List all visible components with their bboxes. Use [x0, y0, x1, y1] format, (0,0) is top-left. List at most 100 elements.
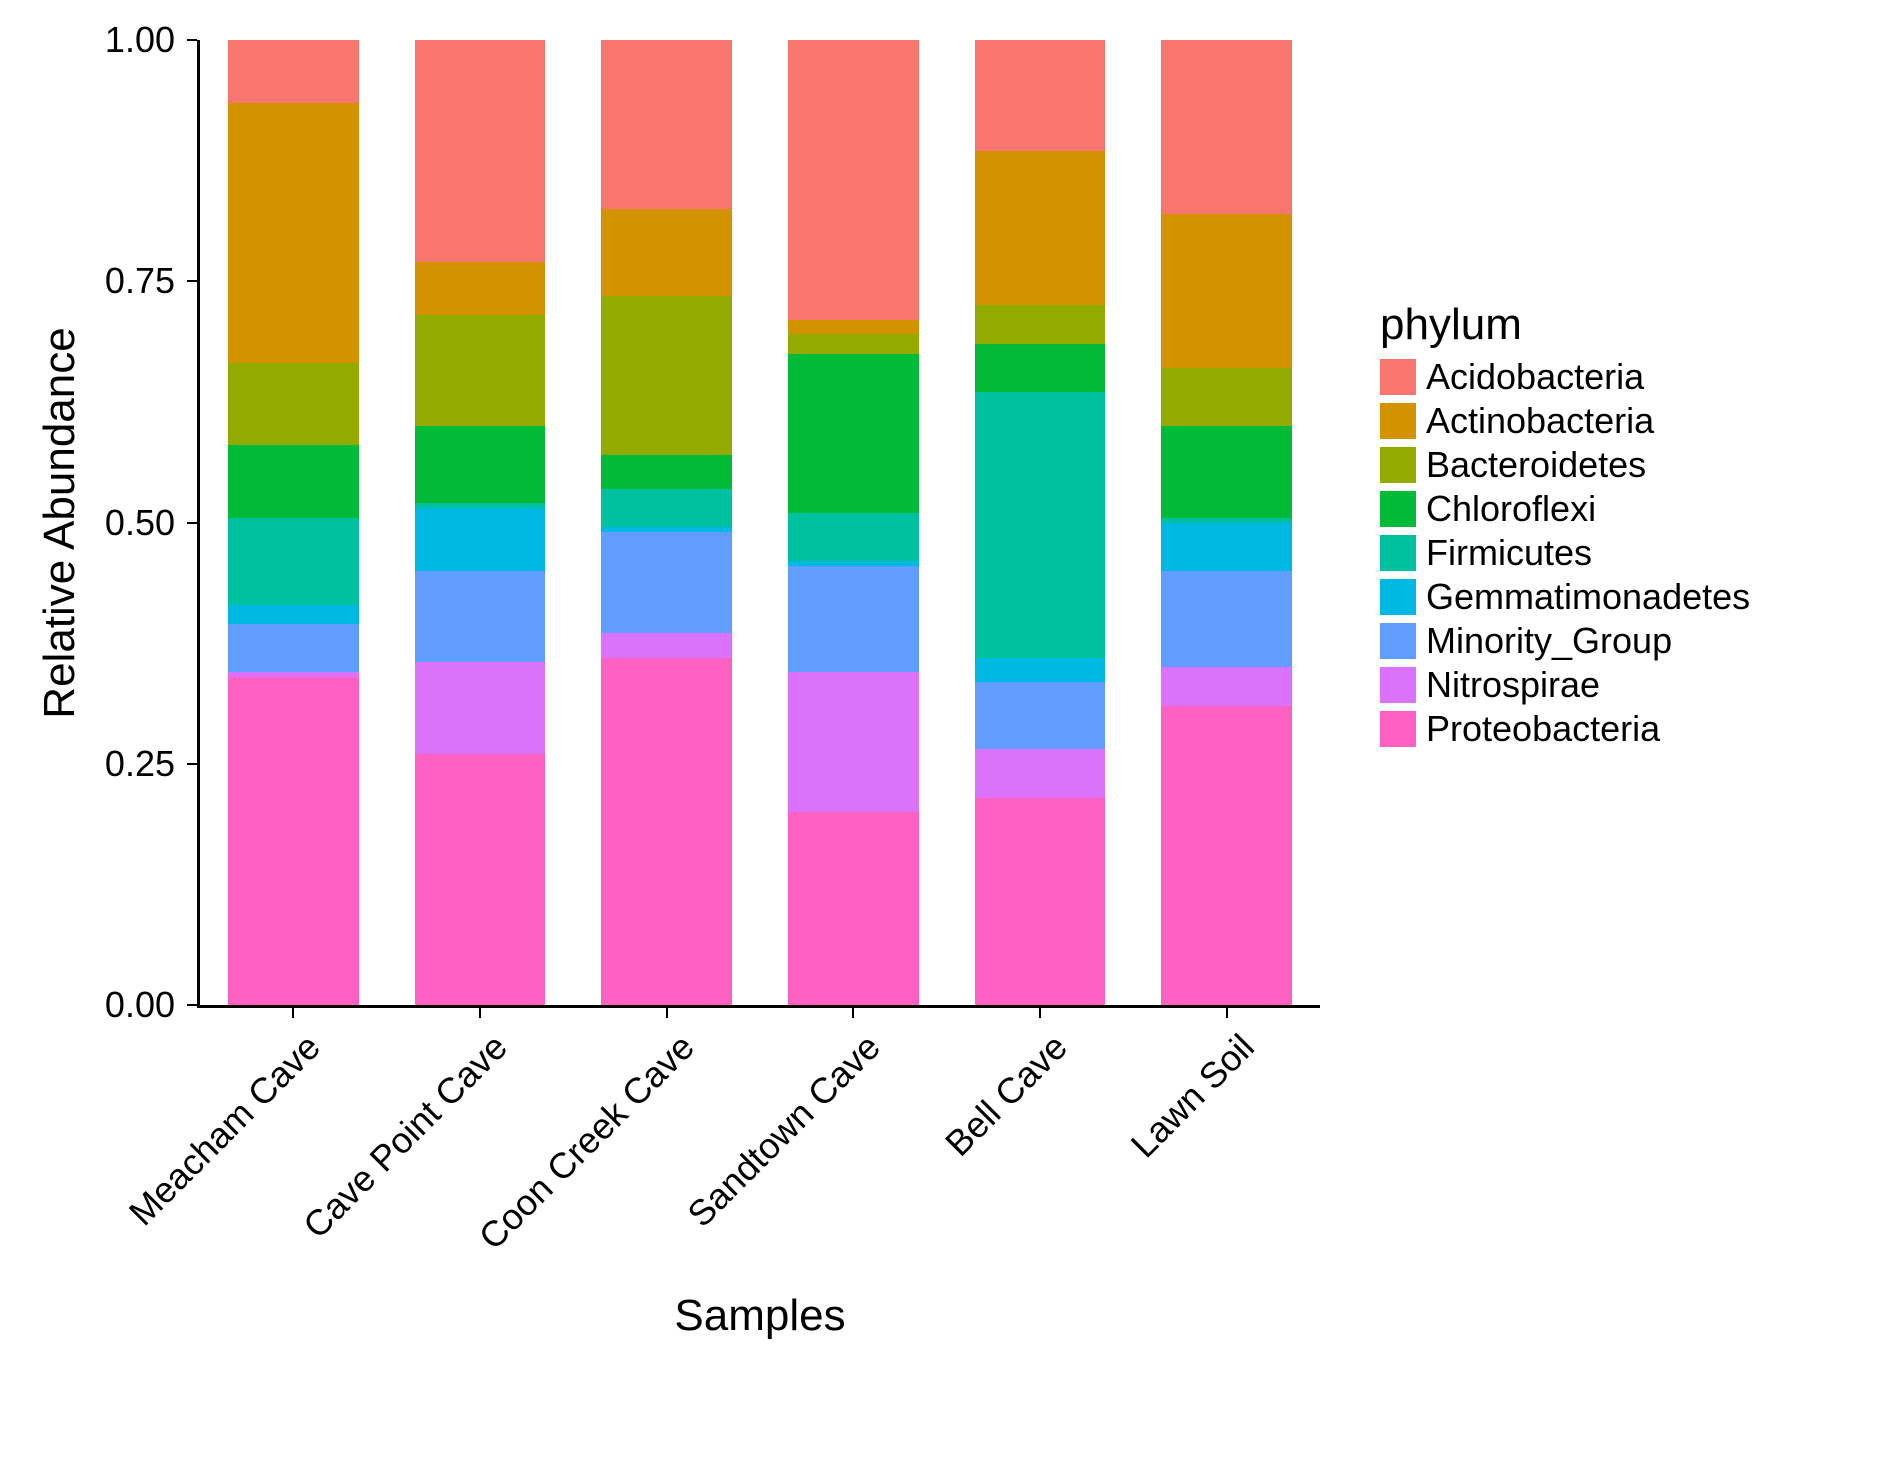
bar-segment [415, 426, 546, 503]
legend-label: Gemmatimonadetes [1426, 576, 1750, 618]
y-tick-label: 0.50 [0, 502, 175, 544]
bar-segment [788, 354, 919, 513]
legend-label: Minority_Group [1426, 620, 1672, 662]
legend-item: Bacteroidetes [1380, 444, 1750, 486]
bar-segment [788, 672, 919, 812]
bar-segment [1161, 706, 1292, 1005]
bar-segment [788, 812, 919, 1005]
x-axis-title: Samples [200, 1291, 1320, 1341]
legend-item: Nitrospirae [1380, 664, 1750, 706]
bar-segment [601, 633, 732, 657]
bar-segment [415, 508, 546, 571]
y-tick [187, 1004, 197, 1006]
bar-segment [415, 571, 546, 663]
bar-segment [975, 40, 1106, 151]
legend-label: Chloroflexi [1426, 488, 1596, 530]
bar-segment [601, 296, 732, 455]
bar-segment [228, 40, 359, 103]
x-tick [852, 1008, 854, 1018]
y-tick [187, 280, 197, 282]
plot-area [200, 40, 1320, 1005]
bar-segment [601, 527, 732, 532]
y-tick-label: 0.00 [0, 984, 175, 1026]
bar-segment [975, 151, 1106, 305]
bar-segment [601, 40, 732, 209]
bar-segment [415, 662, 546, 754]
bar-segment [788, 40, 919, 320]
bar-segment [415, 40, 546, 262]
y-tick [187, 763, 197, 765]
legend-label: Bacteroidetes [1426, 444, 1646, 486]
bar-segment [788, 334, 919, 353]
bar-segment [975, 682, 1106, 750]
bar-segment [788, 561, 919, 566]
stacked-bar-chart: Relative Abundance Samples phylum Acidob… [0, 0, 1903, 1458]
y-tick-label: 1.00 [0, 19, 175, 61]
bar-segment [228, 103, 359, 364]
bar-segment [1161, 667, 1292, 706]
y-tick-label: 0.25 [0, 743, 175, 785]
bar-segment [415, 754, 546, 1005]
bar-segment [228, 624, 359, 672]
bar [228, 40, 359, 1005]
y-tick [187, 522, 197, 524]
bar [1161, 40, 1292, 1005]
legend-swatch [1380, 711, 1416, 747]
bar-segment [601, 489, 732, 528]
legend-title: phylum [1380, 300, 1750, 350]
legend-swatch [1380, 623, 1416, 659]
bar-segment [788, 566, 919, 672]
legend-swatch [1380, 359, 1416, 395]
bar-segment [975, 305, 1106, 344]
bar-segment [975, 658, 1106, 682]
bar-segment [975, 798, 1106, 1005]
bar [601, 40, 732, 1005]
legend-item: Chloroflexi [1380, 488, 1750, 530]
legend-item: Gemmatimonadetes [1380, 576, 1750, 618]
legend-label: Proteobacteria [1426, 708, 1660, 750]
bar-segment [975, 392, 1106, 657]
legend-swatch [1380, 447, 1416, 483]
legend-item: Minority_Group [1380, 620, 1750, 662]
x-tick [292, 1008, 294, 1018]
bar-segment [975, 749, 1106, 797]
bar-segment [1161, 214, 1292, 368]
bar-segment [1161, 368, 1292, 426]
y-tick-label: 0.75 [0, 260, 175, 302]
bar-segment [601, 658, 732, 1005]
x-axis-line [197, 1005, 1320, 1008]
bar-segment [975, 344, 1106, 392]
bar-segment [228, 672, 359, 677]
bar-segment [228, 363, 359, 445]
legend: phylum AcidobacteriaActinobacteriaBacter… [1380, 300, 1750, 752]
legend-label: Firmicutes [1426, 532, 1592, 574]
bar-segment [1161, 40, 1292, 214]
legend-swatch [1380, 535, 1416, 571]
bar-segment [415, 503, 546, 508]
legend-label: Actinobacteria [1426, 400, 1654, 442]
x-tick [479, 1008, 481, 1018]
bar [415, 40, 546, 1005]
y-tick [187, 39, 197, 41]
legend-label: Nitrospirae [1426, 664, 1600, 706]
bar-segment [228, 605, 359, 624]
legend-swatch [1380, 667, 1416, 703]
legend-item: Proteobacteria [1380, 708, 1750, 750]
bar-segment [228, 677, 359, 1005]
bar-segment [1161, 523, 1292, 571]
legend-item: Actinobacteria [1380, 400, 1750, 442]
bar-segment [415, 315, 546, 426]
legend-swatch [1380, 491, 1416, 527]
bar-segment [1161, 571, 1292, 668]
bar-segment [788, 513, 919, 561]
y-axis-line [197, 40, 200, 1008]
bar-segment [415, 262, 546, 315]
bar-segment [601, 532, 732, 633]
x-tick [1039, 1008, 1041, 1018]
bar-segment [228, 445, 359, 517]
bar-segment [601, 455, 732, 489]
x-tick [1226, 1008, 1228, 1018]
legend-item: Acidobacteria [1380, 356, 1750, 398]
bar-segment [1161, 426, 1292, 518]
legend-swatch [1380, 579, 1416, 615]
